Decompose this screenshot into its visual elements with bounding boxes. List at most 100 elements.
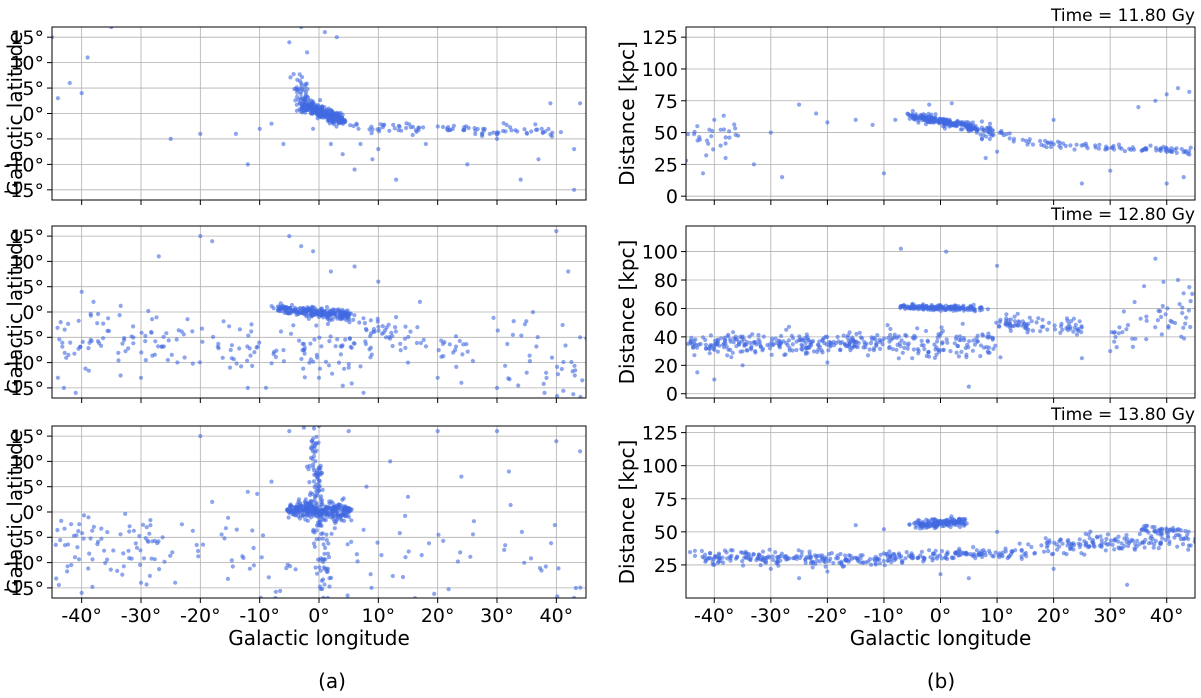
data-point — [80, 531, 85, 536]
data-point — [803, 560, 808, 566]
data-point — [681, 343, 685, 347]
data-point — [332, 505, 337, 510]
data-point — [1116, 331, 1121, 336]
data-point — [686, 132, 691, 137]
data-point — [994, 320, 999, 325]
data-point — [800, 343, 805, 348]
data-point — [978, 354, 983, 359]
x-tick-label: 30° — [480, 605, 514, 627]
data-point — [303, 308, 308, 313]
data-point — [939, 325, 944, 330]
data-point — [315, 571, 320, 576]
data-point — [1115, 539, 1121, 544]
data-point — [893, 117, 898, 122]
data-point — [697, 135, 702, 140]
y-tick-label: 100 — [642, 59, 678, 81]
data-point — [363, 341, 368, 347]
data-point — [316, 466, 321, 471]
data-point — [724, 344, 729, 349]
data-point — [794, 556, 799, 562]
data-point — [1023, 138, 1028, 143]
y-tick-label: -15° — [3, 378, 44, 400]
data-point — [56, 582, 62, 588]
data-point — [828, 556, 833, 562]
data-point — [386, 322, 391, 327]
data-point — [1134, 544, 1139, 549]
data-point — [970, 348, 976, 353]
data-point — [1130, 336, 1135, 341]
data-point — [245, 162, 250, 167]
data-point — [269, 304, 274, 309]
data-point — [810, 565, 815, 570]
data-point — [275, 304, 281, 309]
data-point — [1190, 291, 1195, 296]
data-point — [245, 385, 250, 390]
data-point — [813, 561, 818, 566]
data-point — [182, 355, 187, 360]
data-point — [131, 324, 136, 329]
data-point — [465, 162, 470, 167]
data-point — [997, 130, 1002, 135]
data-point — [768, 130, 773, 135]
data-point — [942, 126, 948, 131]
data-point — [968, 121, 973, 127]
data-point — [345, 593, 350, 598]
data-point — [314, 537, 319, 542]
data-point — [68, 340, 73, 345]
data-point — [294, 102, 299, 107]
data-point — [534, 344, 539, 349]
data-point — [1118, 545, 1123, 551]
data-point — [1135, 538, 1140, 544]
y-tick-label: -15° — [3, 578, 44, 600]
data-point — [549, 355, 555, 360]
data-point — [1159, 531, 1164, 536]
data-point — [1177, 302, 1182, 307]
data-point — [907, 522, 912, 527]
data-point — [72, 351, 77, 356]
data-point — [460, 352, 465, 357]
data-point — [807, 549, 812, 554]
data-point — [308, 107, 313, 112]
y-tick-label: 15° — [10, 27, 44, 49]
data-point — [1079, 181, 1084, 186]
data-point — [1121, 309, 1126, 314]
data-point — [1025, 330, 1030, 335]
data-point — [319, 523, 324, 528]
data-point — [1153, 98, 1158, 103]
data-point — [415, 325, 420, 330]
data-point — [174, 337, 179, 342]
data-point — [266, 575, 271, 580]
data-point — [88, 337, 93, 342]
data-point — [1125, 323, 1131, 328]
data-point — [120, 341, 125, 346]
data-point — [987, 136, 992, 142]
data-point — [246, 333, 251, 338]
data-point — [692, 353, 697, 358]
data-point — [376, 328, 381, 333]
data-point — [327, 339, 332, 344]
data-point — [396, 123, 401, 128]
data-point — [322, 551, 327, 556]
data-point — [331, 513, 336, 519]
data-point — [273, 354, 278, 360]
data-point — [734, 555, 740, 560]
data-point — [400, 574, 406, 580]
data-point — [979, 137, 985, 142]
data-point — [300, 505, 305, 510]
data-point — [326, 512, 331, 517]
data-point — [870, 337, 875, 342]
data-point — [312, 544, 317, 549]
data-point — [123, 511, 128, 516]
data-point — [390, 573, 395, 579]
data-point — [293, 567, 298, 572]
data-point — [302, 351, 307, 356]
data-point — [279, 309, 285, 314]
data-point — [299, 311, 305, 316]
data-point — [1168, 318, 1173, 323]
data-point — [712, 347, 717, 352]
data-point — [459, 474, 464, 479]
data-point — [751, 162, 757, 167]
data-point — [966, 127, 971, 132]
data-point — [304, 513, 309, 518]
data-point — [305, 305, 310, 310]
